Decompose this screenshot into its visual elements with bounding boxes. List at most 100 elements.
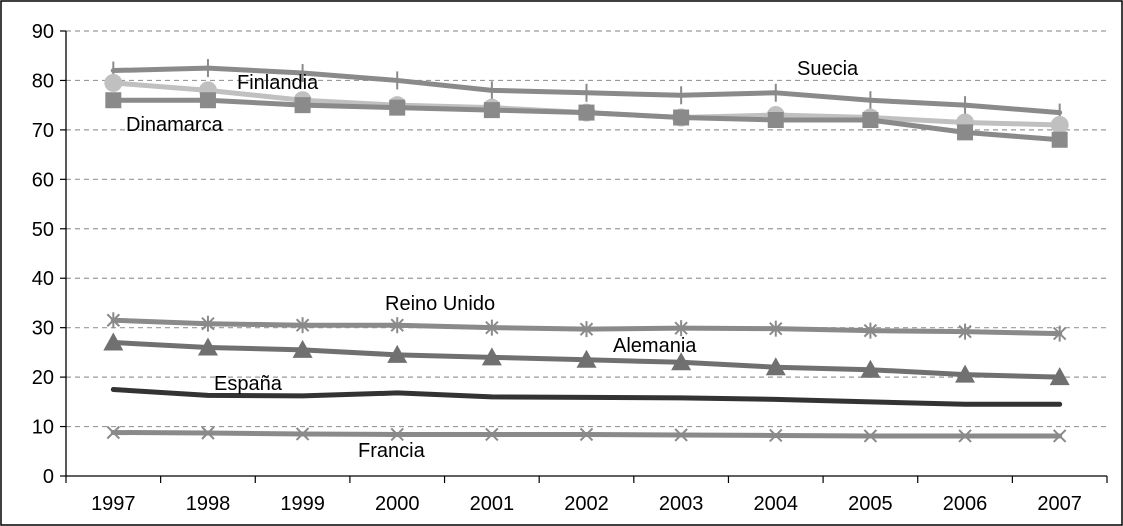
marker-shape xyxy=(863,429,878,443)
series-reino_unido xyxy=(106,312,1067,342)
series-suecia xyxy=(110,59,1063,122)
marker-shape xyxy=(294,97,311,114)
data-point-alemania xyxy=(765,357,786,376)
data-point-reino_unido xyxy=(106,312,121,329)
marker-shape xyxy=(201,426,215,440)
data-point-dinamarca xyxy=(105,92,122,109)
data-point-reino_unido xyxy=(579,321,594,338)
y-tick-label: 30 xyxy=(32,318,54,340)
data-point-reino_unido xyxy=(295,317,310,334)
y-tick-label: 60 xyxy=(32,169,54,191)
x-tick-label: 2000 xyxy=(375,493,420,515)
data-point-francia xyxy=(958,429,972,443)
marker-shape xyxy=(765,357,786,376)
marker-shape xyxy=(485,427,499,442)
x-tick-label: 1997 xyxy=(91,493,136,515)
x-tick-label: 1999 xyxy=(280,493,325,515)
x-tick-label: 2006 xyxy=(943,493,988,515)
data-point-reino_unido xyxy=(958,323,972,340)
data-point-dinamarca xyxy=(294,97,311,114)
data-point-alemania xyxy=(292,339,313,358)
data-point-alemania xyxy=(860,359,881,378)
marker-shape xyxy=(106,425,121,440)
y-axis-tick-labels: 0 10 20 30 40 50 60 70 80 90 xyxy=(32,21,54,488)
marker-shape xyxy=(671,352,692,371)
marker-shape xyxy=(674,428,688,442)
data-point-francia xyxy=(769,428,783,443)
marker-shape xyxy=(1049,367,1070,386)
data-point-dinamarca xyxy=(483,102,500,119)
marker-shape xyxy=(105,92,122,109)
data-point-francia xyxy=(295,427,310,441)
series-group xyxy=(103,59,1070,443)
y-tick-label: 50 xyxy=(32,219,54,241)
data-point-finlandia xyxy=(1050,115,1069,134)
data-point-reino_unido xyxy=(863,322,878,339)
data-point-francia xyxy=(579,427,594,442)
data-point-alemania xyxy=(576,349,597,368)
axes xyxy=(60,30,1108,483)
x-tick-label: 2005 xyxy=(848,493,893,515)
marker-shape xyxy=(389,99,406,116)
data-point-francia xyxy=(485,427,499,442)
data-point-alemania xyxy=(955,364,976,383)
marker-shape xyxy=(199,92,216,109)
y-tick-label: 0 xyxy=(43,466,54,488)
data-point-francia xyxy=(201,426,215,440)
marker-shape xyxy=(860,359,881,378)
x-tick-label: 2004 xyxy=(754,493,799,515)
data-point-dinamarca xyxy=(862,112,879,128)
x-axis-tick-labels: 1997 1998 1999 2000 2001 2002 2003 2004 2005 2006… xyxy=(91,493,1082,515)
marker-shape xyxy=(673,109,690,126)
data-point-francia xyxy=(674,428,688,442)
marker-shape xyxy=(576,349,597,368)
data-point-alemania xyxy=(671,352,692,371)
data-point-francia xyxy=(863,429,878,443)
data-point-reino_unido xyxy=(1052,325,1067,342)
marker-shape xyxy=(104,73,123,92)
series-label-espana: España xyxy=(214,373,283,395)
series-labels: Suecia Finlandia Dinamarca Reino Unido Alema… xyxy=(126,58,859,462)
marker-shape xyxy=(769,428,783,443)
x-tick-label: 2001 xyxy=(470,493,515,515)
y-tick-label: 80 xyxy=(32,70,54,92)
series-francia xyxy=(106,425,1067,443)
data-point-reino_unido xyxy=(485,319,499,336)
data-point-alemania xyxy=(197,337,218,356)
data-point-dinamarca xyxy=(578,104,595,121)
y-tick-label: 90 xyxy=(32,21,54,43)
series-line-espana xyxy=(110,386,1063,407)
marker-shape xyxy=(767,112,784,128)
data-point-dinamarca xyxy=(767,112,784,128)
y-tick-label: 40 xyxy=(32,268,54,290)
series-label-suecia: Suecia xyxy=(797,58,859,80)
data-point-dinamarca xyxy=(389,99,406,116)
x-tick-label: 2003 xyxy=(659,493,704,515)
data-point-reino_unido xyxy=(769,320,783,337)
marker-shape xyxy=(197,337,218,356)
data-point-finlandia xyxy=(104,73,123,92)
marker-shape xyxy=(579,427,594,442)
series-dinamarca xyxy=(105,92,1068,148)
x-tick-label: 1998 xyxy=(186,493,231,515)
marker-shape xyxy=(955,364,976,383)
data-point-alemania xyxy=(1049,367,1070,386)
marker-shape xyxy=(390,427,404,442)
series-label-dinamarca: Dinamarca xyxy=(126,114,224,136)
data-point-dinamarca xyxy=(673,109,690,126)
data-point-alemania xyxy=(481,347,502,366)
data-point-alemania xyxy=(103,332,124,351)
marker-shape xyxy=(292,339,313,358)
data-point-dinamarca xyxy=(957,124,974,141)
marker-shape xyxy=(862,112,879,128)
y-tick-label: 20 xyxy=(32,367,54,389)
data-point-dinamarca xyxy=(199,92,216,109)
marker-shape xyxy=(1050,115,1069,134)
marker-shape xyxy=(483,102,500,119)
data-point-reino_unido xyxy=(390,317,404,334)
marker-shape xyxy=(578,104,595,121)
marker-shape xyxy=(103,332,124,351)
x-tick-label: 2007 xyxy=(1037,493,1082,515)
